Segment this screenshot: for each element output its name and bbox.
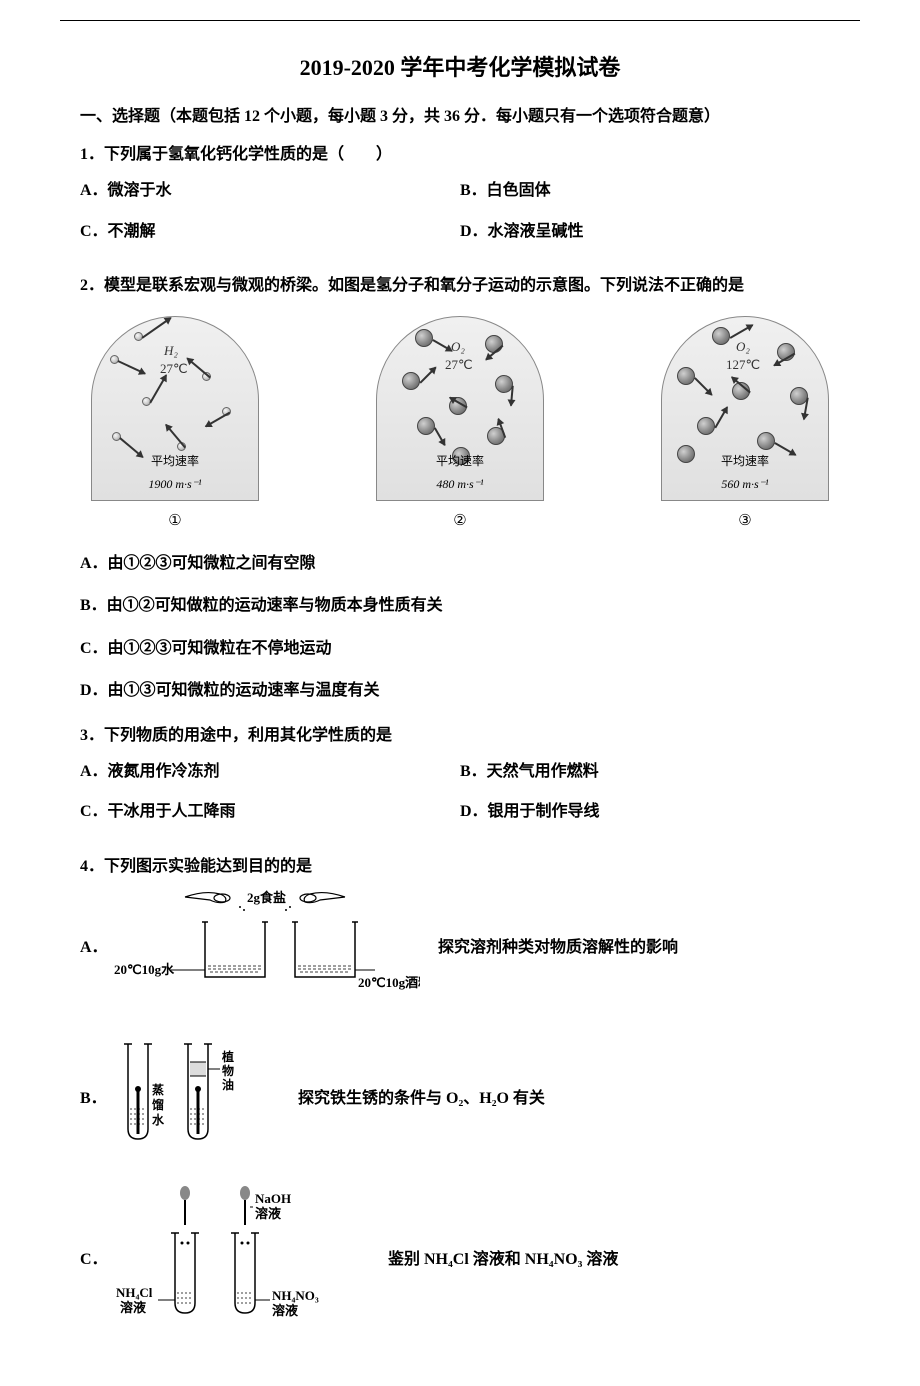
dome3-speed-label: 平均速率 (721, 454, 769, 468)
q2-opt-b: B．由①②可知做粒的运动速率与物质本身性质有关 (80, 591, 840, 621)
q4-a-figure: 2g食盐 20℃10g水 20℃10g酒精 (110, 882, 420, 1013)
right-beaker-label: 20℃10g酒精 (358, 975, 420, 990)
q4-opt-c: C． NaOH 溶液 NH₄Cl 溶液 (80, 1185, 840, 1336)
nh4no3-label: NH₄NO₃ (272, 1288, 319, 1303)
q3-opt-c: C．干冰用于人工降雨 (80, 797, 460, 827)
particle (415, 329, 433, 347)
q3-options: A．液氮用作冷冻剂 B．天然气用作燃料 C．干冰用于人工降雨 D．银用于制作导线 (80, 757, 840, 838)
nh4cl-sol: 溶液 (120, 1300, 146, 1315)
particle (697, 417, 715, 435)
dome1-num: ① (80, 507, 270, 536)
q4-a-label: A． (80, 933, 110, 963)
dome-2: O₂ 27℃ 平均速率 480 m·s⁻¹ (365, 316, 555, 536)
salt-label: 2g食盐 (247, 890, 286, 905)
oil-label3: 油 (222, 1077, 234, 1092)
nh4no3-sol: 溶液 (272, 1303, 298, 1318)
page-top-border (60, 20, 860, 21)
section-1-header: 一、选择题（本题包括 12 个小题，每小题 3 分，共 36 分．每小题只有一个… (80, 102, 840, 126)
q3-text: 3．下列物质的用途中，利用其化学性质的是 (80, 721, 840, 751)
q4-c-desc: 鉴别 NH₄Cl 溶液和 NH₄NO₃ 溶液 (388, 1245, 618, 1275)
question-2: 2．模型是联系宏观与微观的桥梁。如图是氢分子和氧分子运动的示意图。下列说法不正确… (80, 271, 840, 706)
q2-opt-a: A．由①②③可知微粒之间有空隙 (80, 549, 840, 579)
q4-c-figure: NaOH 溶液 NH₄Cl 溶液 NH₄NO₃ 溶液 (110, 1185, 370, 1336)
q4-text: 4．下列图示实验能达到目的的是 (80, 852, 840, 882)
arrow (205, 412, 230, 427)
q2-opt-d: D．由①③可知微粒的运动速率与温度有关 (80, 676, 840, 706)
q1-opt-a: A．微溶于水 (80, 176, 460, 206)
q1-options: A．微溶于水 B．白色固体 C．不潮解 D．水溶液呈碱性 (80, 176, 840, 257)
left-beaker-label: 20℃10g水 (114, 962, 175, 977)
particle (790, 387, 808, 405)
dome3-num: ③ (650, 507, 840, 536)
dome2-speed: 480 m·s⁻¹ (436, 477, 483, 491)
molecule-diagrams: H₂ 27℃ 平均速率 1900 m·s⁻¹ (80, 316, 840, 536)
dome3-temp: 127℃ (726, 353, 760, 378)
q3-opt-d: D．银用于制作导线 (460, 797, 840, 827)
arrow (714, 406, 727, 428)
arrow (434, 427, 445, 445)
dome-3: O₂ 127℃ 平均速率 560 m·s⁻¹ (650, 316, 840, 536)
particle (495, 375, 513, 393)
water-label2: 馏 (152, 1097, 164, 1112)
dome1-speed-label: 平均速率 (151, 454, 199, 468)
arrow (149, 374, 166, 402)
q3-opt-b: B．天然气用作燃料 (460, 757, 840, 787)
q4-b-desc: 探究铁生锈的条件与 O₂、H₂O 有关 (298, 1084, 545, 1114)
question-1: 1．下列属于氢氧化钙化学性质的是（ ） A．微溶于水 B．白色固体 C．不潮解 … (80, 140, 840, 257)
arrow (433, 339, 453, 351)
q1-opt-c: C．不潮解 (80, 217, 460, 247)
naoh-label: NaOH (255, 1191, 291, 1206)
dome-1: H₂ 27℃ 平均速率 1900 m·s⁻¹ (80, 316, 270, 536)
arrow (142, 317, 172, 338)
dome2-temp: 27℃ (445, 353, 473, 378)
oil-label: 植 (221, 1049, 234, 1064)
q4-opt-b: B． 蒸 馏 水 (80, 1034, 840, 1165)
arrow (694, 377, 712, 395)
particle (757, 432, 775, 450)
q4-opt-a: A． 2g食盐 20 (80, 882, 840, 1013)
arrow (511, 385, 514, 405)
q2-opt-c: C．由①②③可知微粒在不停地运动 (80, 634, 840, 664)
arrow (165, 424, 185, 448)
particle (485, 335, 503, 353)
particle (712, 327, 730, 345)
oil-label2: 物 (222, 1063, 234, 1078)
q4-b-label: B． (80, 1084, 110, 1114)
arrow (118, 360, 146, 374)
q4-a-desc: 探究溶剂种类对物质溶解性的影响 (438, 933, 678, 963)
dome2-speed-label: 平均速率 (436, 454, 484, 468)
exam-title: 2019-2020 学年中考化学模拟试卷 (80, 50, 840, 82)
water-label3: 水 (152, 1112, 165, 1127)
dome2-num: ② (365, 507, 555, 536)
nh4cl-label: NH₄Cl (116, 1285, 153, 1300)
water-label: 蒸 (152, 1082, 164, 1097)
arrow (419, 366, 436, 383)
particle (402, 372, 420, 390)
particle (677, 367, 695, 385)
solution-label: 溶液 (255, 1206, 281, 1221)
q1-opt-b: B．白色固体 (460, 176, 840, 206)
q1-opt-d: D．水溶液呈碱性 (460, 217, 840, 247)
particle (417, 417, 435, 435)
q2-text: 2．模型是联系宏观与微观的桥梁。如图是氢分子和氧分子运动的示意图。下列说法不正确… (80, 271, 840, 301)
question-3: 3．下列物质的用途中，利用其化学性质的是 A．液氮用作冷冻剂 B．天然气用作燃料… (80, 721, 840, 838)
arrow (187, 357, 211, 377)
dome1-speed: 1900 m·s⁻¹ (148, 477, 201, 491)
q3-opt-a: A．液氮用作冷冻剂 (80, 757, 460, 787)
q4-c-label: C． (80, 1245, 110, 1275)
question-4: 4．下列图示实验能达到目的的是 A． 2g食盐 (80, 852, 840, 1337)
q4-b-figure: 蒸 馏 水 植 物 油 (110, 1034, 280, 1165)
dome3-speed: 560 m·s⁻¹ (721, 477, 768, 491)
q1-text: 1．下列属于氢氧化钙化学性质的是（ ） (80, 140, 840, 170)
q2-options: A．由①②③可知微粒之间有空隙 B．由①②可知做粒的运动速率与物质本身性质有关 … (80, 549, 840, 707)
